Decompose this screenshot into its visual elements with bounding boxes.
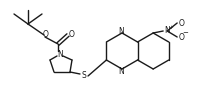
Text: N: N	[57, 49, 63, 59]
Text: O: O	[178, 19, 184, 28]
Text: O: O	[43, 29, 49, 39]
Text: N: N	[164, 25, 170, 34]
Text: O: O	[69, 29, 75, 39]
Text: −: −	[182, 30, 188, 36]
Text: +: +	[169, 24, 174, 29]
Text: N: N	[118, 67, 124, 75]
Text: O: O	[178, 33, 184, 41]
Text: S: S	[82, 72, 86, 80]
Text: N: N	[118, 26, 124, 35]
